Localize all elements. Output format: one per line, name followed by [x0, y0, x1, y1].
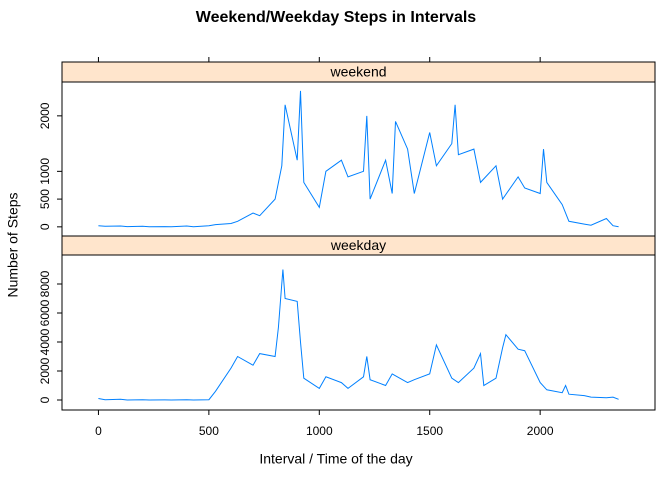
y-tick-label: 2000: [38, 357, 52, 384]
x-tick-label: 1500: [416, 424, 443, 438]
y-axis-label: Number of Steps: [5, 192, 21, 297]
y-tick-label: 8000: [38, 270, 52, 297]
y-tick-label: 4000: [38, 328, 52, 355]
strip-label: weekday: [330, 237, 386, 253]
y-tick-label: 2000: [38, 102, 52, 129]
x-tick-label: 1000: [306, 424, 333, 438]
x-axis-label: Interval / Time of the day: [259, 451, 412, 467]
y-tick-label: 500: [38, 189, 52, 209]
strip-label: weekend: [329, 64, 386, 80]
y-tick-label: 0: [38, 223, 52, 230]
panel: [61, 254, 656, 411]
x-tick-label: 2000: [527, 424, 554, 438]
y-tick-label: 0: [38, 396, 52, 403]
y-tick-label: 1000: [38, 158, 52, 185]
x-tick-label: 500: [199, 424, 219, 438]
data-line: [98, 269, 619, 401]
chart-title: Weekend/Weekday Steps in Intervals: [196, 9, 477, 26]
data-line: [98, 90, 619, 228]
y-tick-label: 6000: [38, 299, 52, 326]
x-tick-label: 0: [95, 424, 102, 438]
